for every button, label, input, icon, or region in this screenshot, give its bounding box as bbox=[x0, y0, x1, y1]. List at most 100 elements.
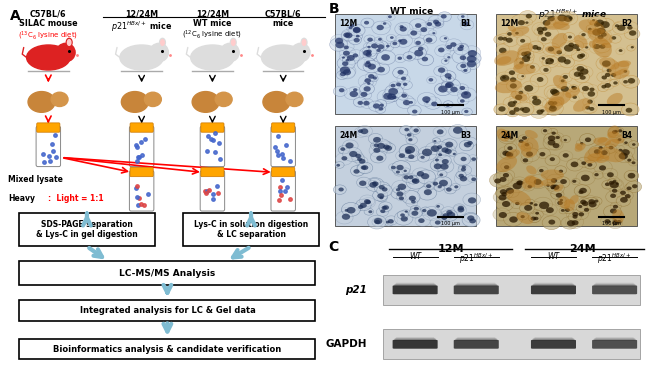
Circle shape bbox=[516, 36, 531, 46]
Circle shape bbox=[357, 57, 376, 71]
Ellipse shape bbox=[514, 64, 536, 74]
Circle shape bbox=[404, 170, 407, 172]
Circle shape bbox=[458, 46, 463, 51]
Circle shape bbox=[551, 189, 564, 199]
FancyBboxPatch shape bbox=[201, 123, 224, 132]
Ellipse shape bbox=[291, 43, 310, 62]
Circle shape bbox=[454, 153, 471, 166]
Circle shape bbox=[396, 170, 400, 174]
Circle shape bbox=[435, 22, 441, 26]
Circle shape bbox=[534, 217, 539, 220]
Bar bbox=[383, 275, 640, 305]
Circle shape bbox=[413, 129, 419, 132]
Circle shape bbox=[578, 82, 593, 94]
Ellipse shape bbox=[525, 176, 543, 188]
Circle shape bbox=[561, 79, 565, 82]
Circle shape bbox=[359, 159, 365, 164]
FancyBboxPatch shape bbox=[534, 284, 573, 285]
Circle shape bbox=[437, 170, 447, 177]
Circle shape bbox=[439, 213, 450, 222]
Circle shape bbox=[523, 158, 528, 163]
Circle shape bbox=[521, 52, 528, 56]
Circle shape bbox=[519, 139, 524, 143]
Circle shape bbox=[571, 178, 580, 185]
Circle shape bbox=[616, 48, 625, 54]
Circle shape bbox=[619, 49, 623, 52]
Circle shape bbox=[503, 97, 520, 109]
Circle shape bbox=[519, 203, 534, 214]
Circle shape bbox=[452, 153, 456, 155]
Circle shape bbox=[564, 59, 571, 64]
Circle shape bbox=[604, 73, 610, 77]
Circle shape bbox=[347, 25, 356, 32]
Circle shape bbox=[396, 150, 410, 161]
Circle shape bbox=[589, 107, 595, 111]
Circle shape bbox=[439, 180, 448, 186]
Circle shape bbox=[506, 107, 519, 117]
Circle shape bbox=[359, 181, 367, 186]
Circle shape bbox=[409, 101, 413, 104]
Circle shape bbox=[582, 195, 598, 207]
Circle shape bbox=[441, 71, 456, 82]
Circle shape bbox=[567, 159, 583, 171]
Circle shape bbox=[350, 166, 365, 176]
Circle shape bbox=[386, 45, 390, 48]
Circle shape bbox=[424, 97, 441, 109]
Circle shape bbox=[376, 156, 384, 161]
Circle shape bbox=[403, 100, 410, 105]
Circle shape bbox=[390, 36, 394, 39]
Text: 24M: 24M bbox=[500, 131, 519, 140]
Circle shape bbox=[447, 56, 450, 59]
Circle shape bbox=[426, 179, 441, 190]
Circle shape bbox=[359, 203, 367, 208]
Circle shape bbox=[537, 77, 543, 82]
Circle shape bbox=[542, 216, 561, 229]
Circle shape bbox=[517, 212, 528, 220]
Circle shape bbox=[460, 56, 466, 60]
Circle shape bbox=[456, 171, 466, 179]
Circle shape bbox=[458, 96, 469, 105]
Circle shape bbox=[580, 200, 586, 204]
Circle shape bbox=[445, 43, 456, 51]
FancyBboxPatch shape bbox=[454, 340, 499, 349]
Circle shape bbox=[349, 24, 365, 36]
Circle shape bbox=[351, 152, 363, 161]
Circle shape bbox=[506, 31, 515, 37]
Circle shape bbox=[557, 201, 563, 205]
Circle shape bbox=[550, 88, 558, 94]
Text: B3: B3 bbox=[460, 131, 471, 140]
Circle shape bbox=[506, 152, 513, 157]
Circle shape bbox=[364, 199, 370, 204]
Circle shape bbox=[456, 84, 469, 93]
Circle shape bbox=[556, 50, 562, 54]
Circle shape bbox=[343, 57, 350, 63]
Circle shape bbox=[405, 149, 411, 154]
Circle shape bbox=[391, 188, 406, 199]
Circle shape bbox=[367, 37, 373, 42]
Circle shape bbox=[558, 56, 566, 63]
Circle shape bbox=[540, 65, 551, 74]
Circle shape bbox=[536, 46, 541, 50]
Circle shape bbox=[460, 64, 466, 68]
Circle shape bbox=[414, 50, 423, 56]
Circle shape bbox=[547, 174, 562, 186]
Circle shape bbox=[434, 163, 442, 169]
Ellipse shape bbox=[495, 79, 522, 93]
Circle shape bbox=[594, 200, 599, 203]
Ellipse shape bbox=[120, 45, 163, 70]
Circle shape bbox=[572, 180, 577, 183]
Circle shape bbox=[515, 94, 523, 100]
Circle shape bbox=[546, 182, 558, 191]
Text: Mixed lysate: Mixed lysate bbox=[8, 175, 63, 184]
Circle shape bbox=[548, 139, 563, 150]
Circle shape bbox=[352, 33, 363, 40]
Circle shape bbox=[577, 189, 588, 197]
Ellipse shape bbox=[522, 175, 536, 190]
Circle shape bbox=[445, 185, 456, 194]
Circle shape bbox=[368, 74, 374, 79]
Text: :  Light = 1:1: : Light = 1:1 bbox=[48, 194, 104, 203]
Circle shape bbox=[353, 88, 358, 91]
Ellipse shape bbox=[66, 38, 72, 46]
Circle shape bbox=[370, 141, 383, 150]
Ellipse shape bbox=[500, 130, 512, 138]
